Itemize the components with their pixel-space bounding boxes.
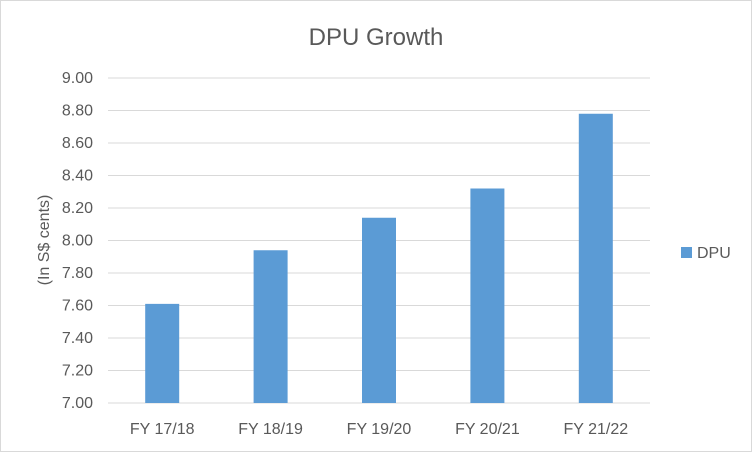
y-tick-label: 7.20 (62, 363, 93, 380)
x-tick-label: FY 20/21 (455, 421, 520, 438)
y-tick-label: 8.00 (62, 233, 93, 250)
y-tick-label: 7.40 (62, 330, 93, 347)
y-tick-label: 8.60 (62, 135, 93, 152)
y-tick-label: 9.00 (62, 70, 93, 87)
y-axis-label: (In S$ cents) (36, 195, 53, 286)
bars (145, 113, 613, 403)
y-tick-label: 7.00 (62, 395, 93, 412)
legend: DPU (681, 245, 731, 262)
bar-dpu (253, 250, 288, 403)
x-tick-label: FY 18/19 (238, 421, 303, 438)
y-tick-label: 8.40 (62, 168, 93, 185)
y-tick-label: 7.80 (62, 265, 93, 282)
bar-dpu (578, 113, 613, 403)
y-axis-ticks: 7.00 7.20 7.40 7.60 7.80 8.00 8.20 8.40 8.60 8.80… (62, 70, 93, 412)
y-tick-label: 8.80 (62, 103, 93, 120)
x-tick-label: FY 17/18 (130, 421, 195, 438)
bar-dpu (362, 217, 396, 403)
x-tick-label: FY 21/22 (563, 421, 628, 438)
x-axis-ticks: FY 17/18 FY 18/19 FY 19/20 FY 20/21 FY 21/22 (130, 421, 628, 438)
bar-dpu (145, 303, 180, 403)
bar-dpu (470, 188, 505, 403)
legend-swatch-dpu (681, 247, 692, 258)
x-tick-label: FY 19/20 (347, 421, 412, 438)
y-tick-label: 7.60 (62, 298, 93, 315)
gridlines (108, 77, 650, 404)
chart-title: DPU Growth (309, 24, 444, 51)
legend-label-dpu: DPU (697, 245, 731, 262)
y-tick-label: 8.20 (62, 200, 93, 217)
